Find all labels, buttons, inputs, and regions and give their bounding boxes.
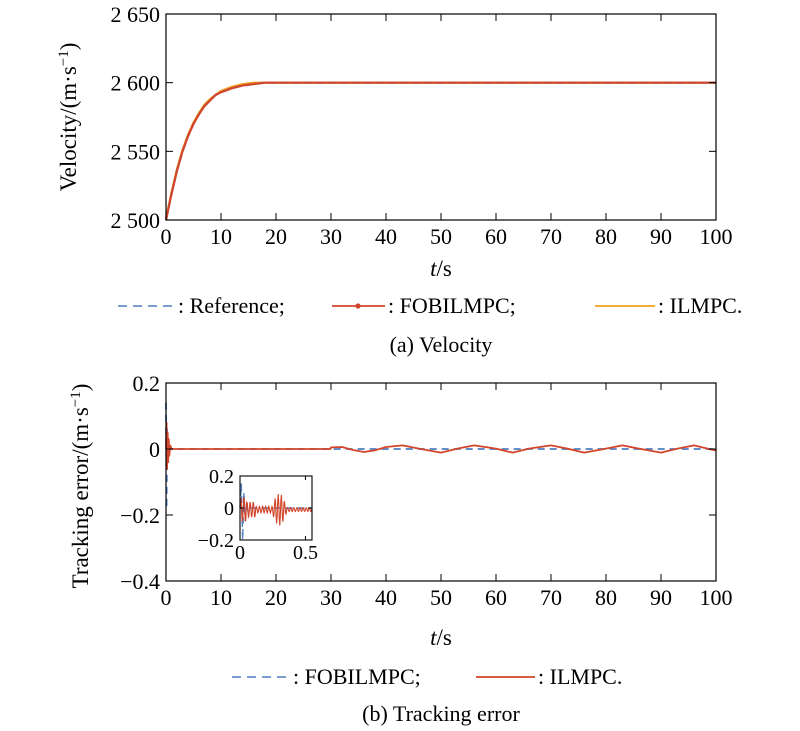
- inset-series-line-oscillation: [239, 493, 313, 526]
- tracking-error-series-line-1: [165, 421, 717, 470]
- velocity-ylabel: Velocity/(m·s−1): [56, 43, 81, 192]
- inset-series-group: [239, 483, 313, 541]
- velocity-xtick-label: 10: [210, 224, 232, 249]
- tracking-error-xtick-label: 60: [485, 585, 507, 610]
- tracking-error-xtick-label: 100: [700, 585, 733, 610]
- tracking-error-ticks: 0 10 20 30 40 50 60 70 80 90 100−0.4−0.200.2: [120, 371, 732, 610]
- legend-ilmpc-label: : ILMPC.: [658, 293, 742, 318]
- inset-ticks: 0 0.5−0.200.2: [198, 466, 318, 564]
- velocity-series-line-2: [164, 81, 716, 221]
- tracking-error-xtick-label: 30: [320, 585, 342, 610]
- velocity-series-line-0: [164, 81, 716, 219]
- velocity-xtick-label: 90: [650, 224, 672, 249]
- legend-ilmpc-label-b: : ILMPC.: [538, 664, 622, 689]
- tracking-error-ytick-label: 0.2: [133, 371, 161, 396]
- velocity-xtick-label: 40: [375, 224, 397, 249]
- tracking-error-xtick-label: 80: [595, 585, 617, 610]
- tracking-error-xtick-label: 70: [540, 585, 562, 610]
- velocity-xtick-label: 20: [265, 224, 287, 249]
- tracking-error-caption: (b) Tracking error: [362, 701, 520, 726]
- inset-xtick-label: 0.5: [293, 542, 318, 564]
- tracking-error-ytick-label: −0.2: [120, 503, 160, 528]
- velocity-xtick-label: 80: [595, 224, 617, 249]
- tracking-error-ylabel: Tracking error/(m·s−1): [68, 384, 93, 589]
- velocity-caption: (a) Velocity: [390, 332, 493, 357]
- velocity-ytick-label: 2 650: [111, 2, 161, 27]
- legend-fobilmpc-label: : FOBILMPC;: [388, 293, 516, 318]
- inset-xtick-label: 0: [235, 542, 245, 564]
- tracking-error-xtick-label: 10: [210, 585, 232, 610]
- tracking-error-xtick-label: 0: [161, 585, 172, 610]
- tracking-error-xlabel: t/s: [430, 625, 452, 650]
- velocity-chart: 0 10 20 30 40 50 60 70 80 90 100 2 500 2 550 2 600 2 6…: [56, 2, 742, 357]
- legend-fobilmpc-label-b: : FOBILMPC;: [293, 664, 421, 689]
- velocity-series-group: [164, 81, 716, 221]
- tracking-error-xtick-label: 50: [430, 585, 452, 610]
- tracking-error-xtick-label: 20: [265, 585, 287, 610]
- velocity-xtick-label: 60: [485, 224, 507, 249]
- legend-reference-label: : Reference;: [178, 293, 285, 318]
- velocity-ticks: 0 10 20 30 40 50 60 70 80 90 100 2 500 2 550 2 600 2 6…: [111, 2, 733, 249]
- tracking-error-xtick-label: 40: [375, 585, 397, 610]
- velocity-legend: : Reference; : FOBILMPC; : ILMPC.: [118, 293, 742, 318]
- velocity-xlabel: t/s: [430, 256, 452, 281]
- velocity-ytick-label: 2 600: [111, 71, 161, 96]
- tracking-error-xtick-label: 90: [650, 585, 672, 610]
- velocity-xtick-label: 0: [161, 224, 172, 249]
- velocity-xtick-label: 30: [320, 224, 342, 249]
- velocity-xtick-label: 70: [540, 224, 562, 249]
- tracking-error-chart: 0 10 20 30 40 50 60 70 80 90 100−0.4−0.200.2 0 0.5−…: [68, 371, 733, 726]
- tracking-error-legend: : FOBILMPC; : ILMPC.: [232, 664, 622, 689]
- velocity-xtick-label: 50: [430, 224, 452, 249]
- tracking-error-ytick-label: 0: [149, 437, 160, 462]
- inset-ytick-label: 0: [224, 498, 234, 520]
- velocity-plot-frame: [165, 13, 717, 221]
- inset-ytick-label: 0.2: [209, 466, 234, 488]
- legend-fobilmpc-marker: [355, 303, 361, 309]
- inset-ytick-label: −0.2: [198, 530, 234, 552]
- velocity-ytick-label: 2 550: [111, 139, 161, 164]
- velocity-series-line-1: [164, 81, 716, 221]
- velocity-xtick-label: 100: [700, 224, 733, 249]
- tracking-error-ytick-label: −0.4: [120, 569, 160, 594]
- velocity-ytick-label: 2 500: [111, 208, 161, 233]
